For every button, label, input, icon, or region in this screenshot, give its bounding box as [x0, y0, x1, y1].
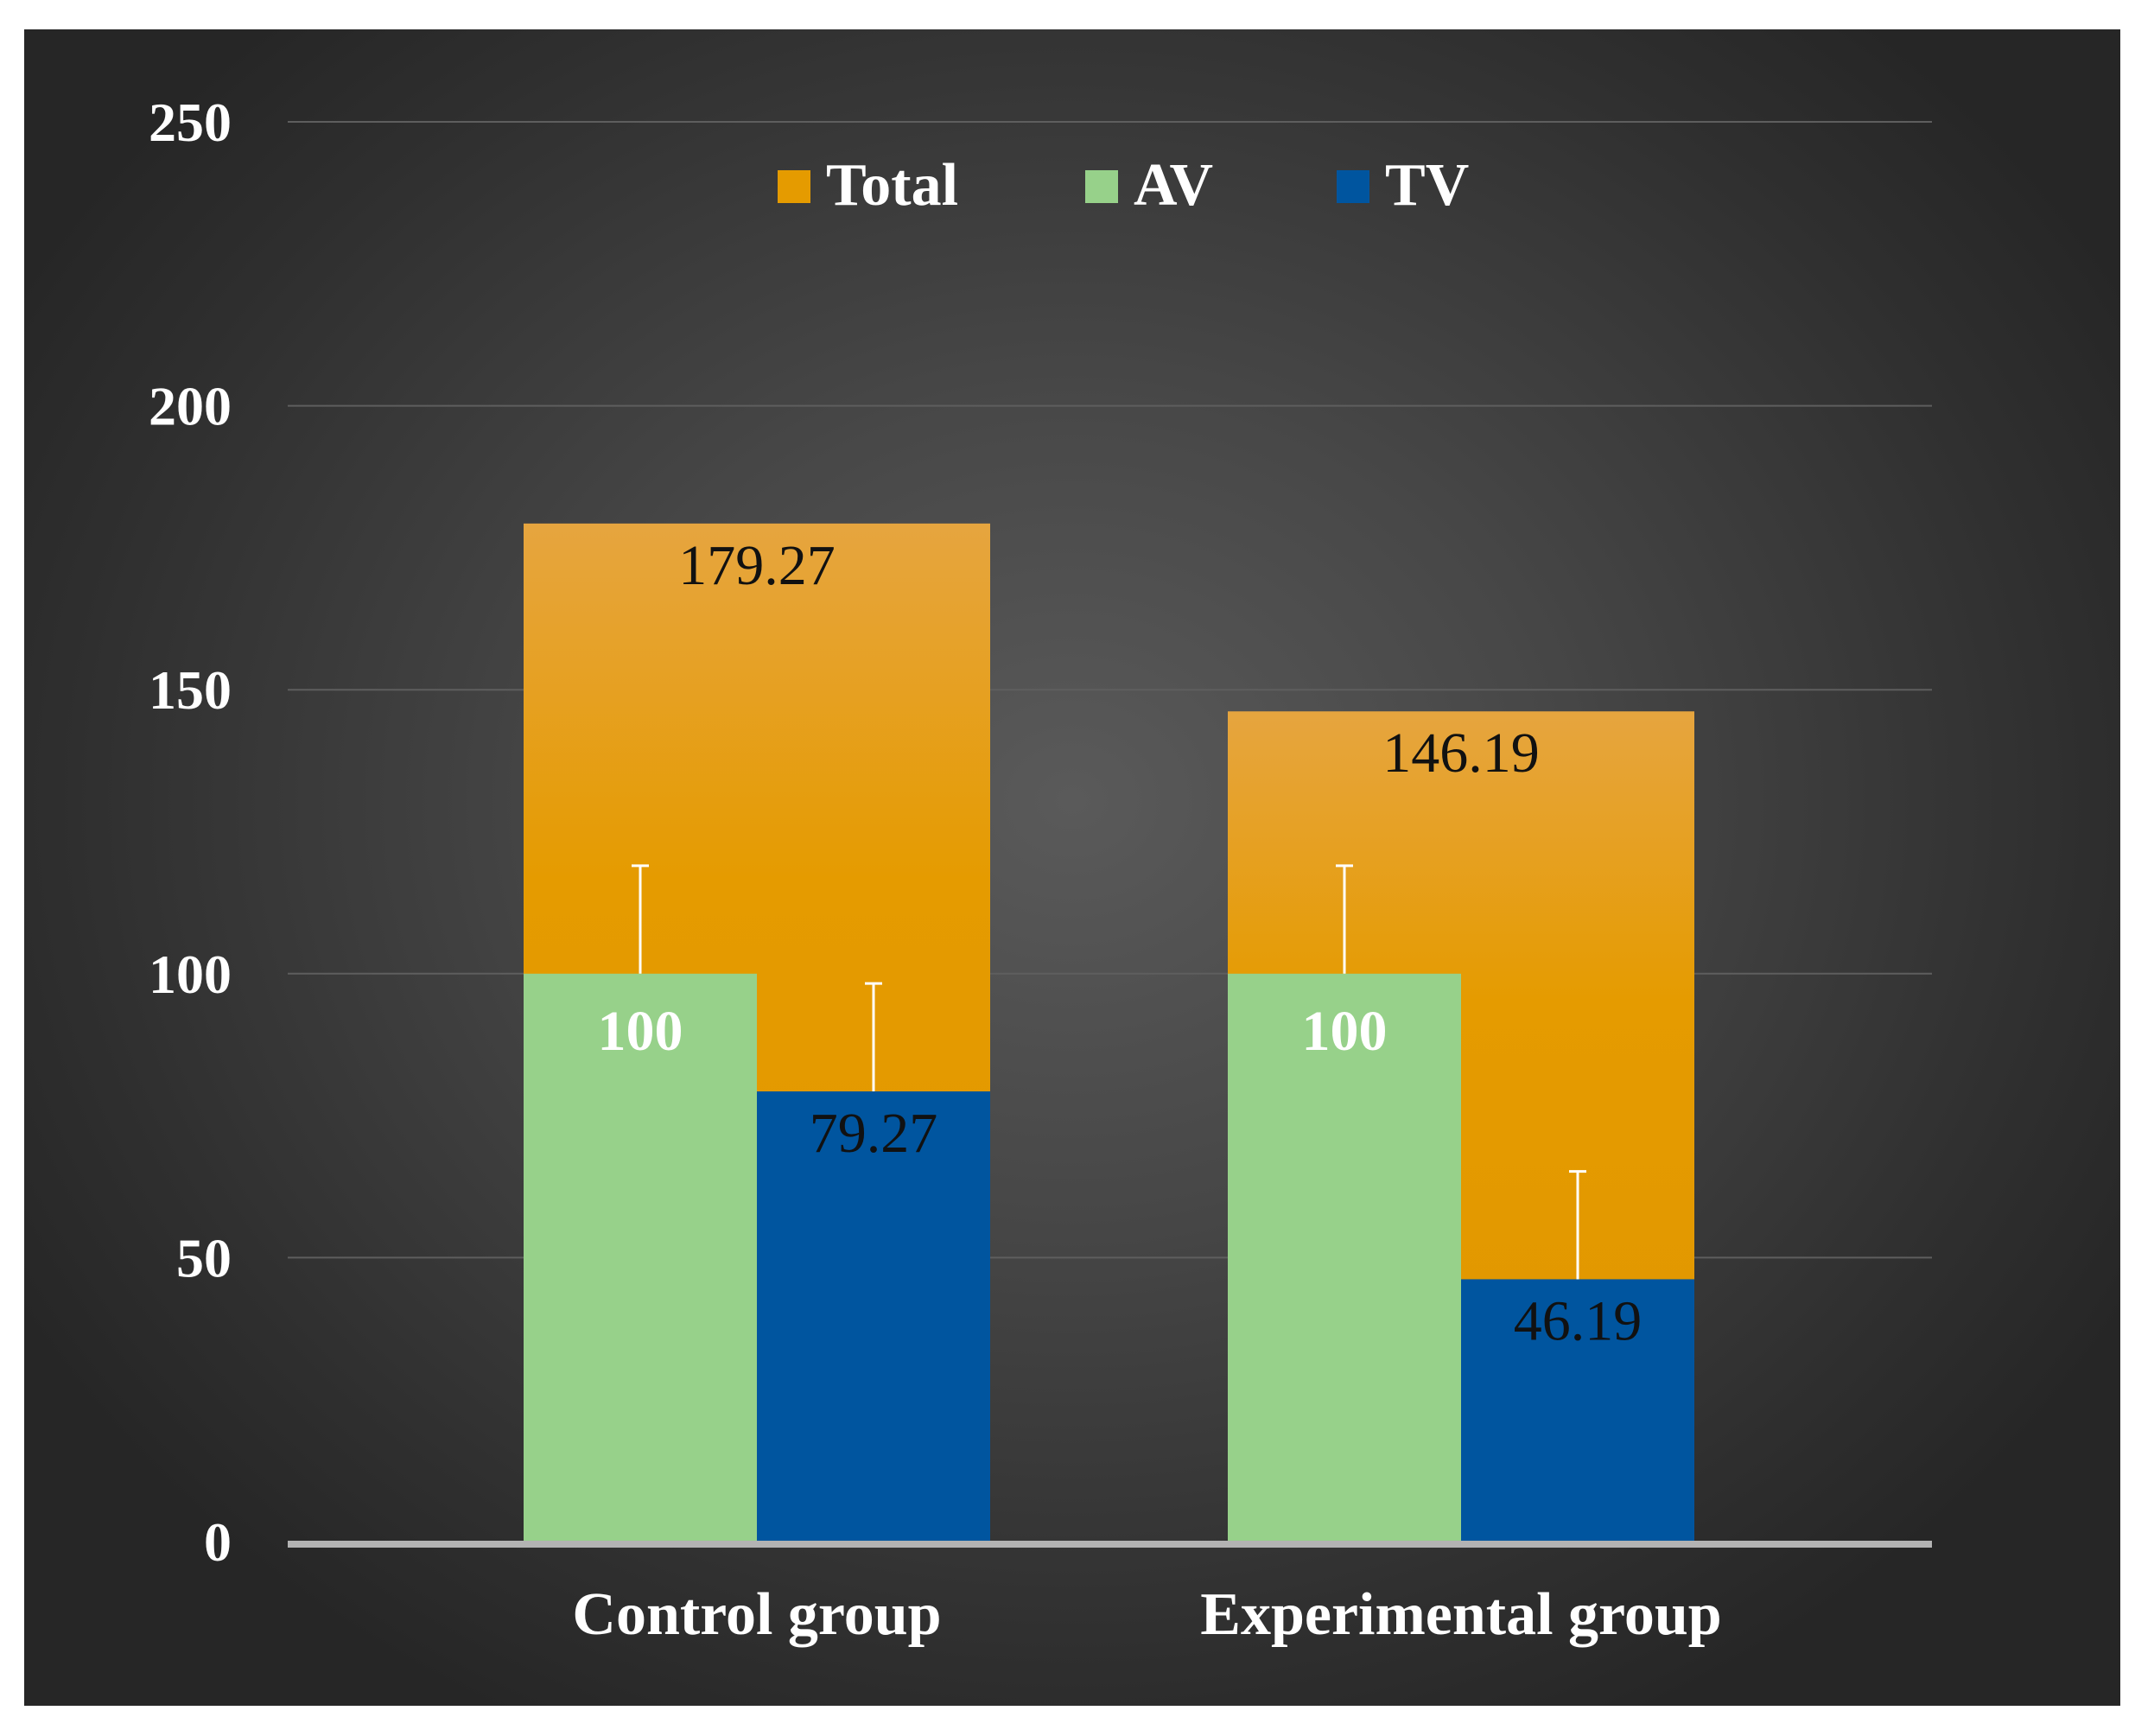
bar-tv [1461, 1279, 1694, 1542]
y-tick-label: 250 [149, 92, 232, 153]
legend: Total AV TV [778, 152, 1469, 219]
x-category-label: Control group [572, 1581, 941, 1648]
bars [524, 523, 1694, 1542]
x-category-label: Experimental group [1200, 1581, 1721, 1648]
data-labels: 179.27 100 79.27 146.19 100 46.19 [598, 534, 1643, 1353]
data-label-tv: 79.27 [810, 1102, 938, 1165]
data-label-total: 146.19 [1382, 722, 1540, 785]
chart-panel: 0 50 100 150 200 250 Control group Experimental… [24, 29, 2120, 1706]
y-tick-label: 200 [149, 376, 232, 437]
bar-av [524, 973, 757, 1542]
axes: 0 50 100 150 200 250 Control group Experimental… [149, 92, 1932, 1648]
bar-av [1228, 973, 1461, 1542]
legend-swatch-av [1085, 170, 1118, 203]
y-tick-label: 150 [149, 659, 232, 721]
y-tick-label: 0 [204, 1511, 232, 1573]
y-tick-label: 100 [149, 944, 232, 1005]
stacked-bar-chart: 0 50 100 150 200 250 Control group Experimental… [149, 92, 1932, 1648]
data-label-total: 179.27 [678, 534, 836, 597]
data-label-av: 100 [1302, 1000, 1388, 1063]
legend-swatch-tv [1337, 170, 1369, 203]
legend-label-av: AV [1134, 152, 1213, 219]
bar-tv [757, 1091, 990, 1542]
legend-label-tv: TV [1385, 152, 1469, 219]
y-tick-label: 50 [176, 1227, 232, 1288]
data-label-av: 100 [598, 1000, 683, 1063]
legend-swatch-total [778, 170, 810, 203]
data-label-tv: 46.19 [1514, 1289, 1643, 1352]
legend-label-total: Total [826, 152, 958, 219]
